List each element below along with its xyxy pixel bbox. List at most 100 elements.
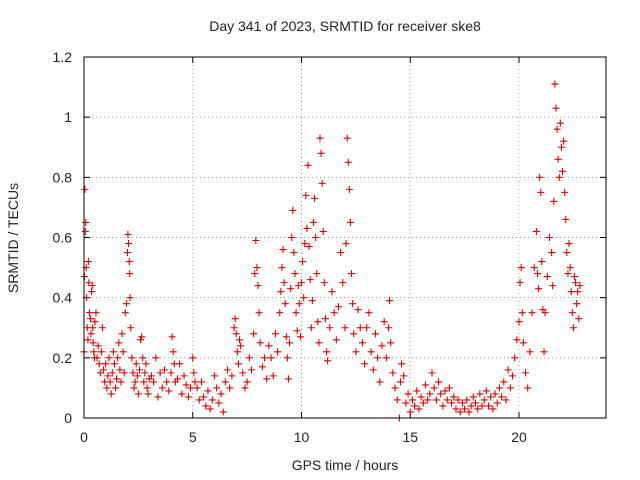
data-point	[89, 339, 97, 347]
data-point	[550, 197, 558, 205]
data-point	[532, 227, 540, 235]
data-point	[365, 309, 373, 317]
data-point	[213, 384, 221, 392]
data-point	[361, 360, 369, 368]
data-point	[84, 258, 92, 266]
data-point	[180, 372, 188, 380]
chart-title: Day 341 of 2023, SRMTID for receiver ske…	[209, 18, 481, 34]
data-point	[156, 369, 164, 377]
data-point	[506, 384, 514, 392]
data-point	[88, 288, 96, 296]
data-point	[253, 264, 261, 272]
data-point	[522, 369, 530, 377]
data-point	[382, 354, 390, 362]
data-point	[402, 399, 410, 407]
data-point	[316, 134, 324, 142]
data-point	[286, 339, 294, 347]
data-point	[184, 393, 192, 401]
data-point	[104, 372, 112, 380]
data-point	[323, 348, 331, 356]
data-point	[200, 393, 208, 401]
data-point	[565, 240, 573, 248]
data-point	[122, 300, 130, 308]
data-point	[566, 264, 574, 272]
data-point	[474, 405, 482, 413]
data-point	[255, 309, 263, 317]
data-point	[300, 294, 308, 302]
data-point	[302, 191, 310, 199]
x-axis-label: GPS time / hours	[292, 457, 399, 473]
data-point	[219, 408, 227, 416]
data-point	[217, 390, 225, 398]
data-point	[376, 378, 384, 386]
data-point	[304, 161, 312, 169]
data-point	[232, 330, 240, 338]
data-point	[575, 315, 583, 323]
data-point	[404, 390, 412, 398]
data-point	[562, 215, 570, 223]
data-point	[221, 378, 229, 386]
data-point	[430, 384, 438, 392]
data-point	[552, 104, 560, 112]
data-point	[307, 324, 315, 332]
data-point	[536, 173, 544, 181]
data-point	[193, 384, 201, 392]
data-point	[182, 381, 190, 389]
data-point	[81, 227, 89, 235]
x-tick-label: 0	[80, 429, 88, 445]
data-point	[352, 348, 360, 356]
data-point	[88, 282, 96, 290]
data-point	[96, 369, 104, 377]
data-point	[84, 336, 92, 344]
y-axis-ticks: 0 0.2 0.4 0.6 0.8 1 1.2	[53, 49, 606, 426]
data-point	[476, 390, 484, 398]
data-point	[274, 348, 282, 356]
data-point	[160, 366, 168, 374]
data-point	[443, 396, 451, 404]
data-point	[389, 369, 397, 377]
data-point	[557, 143, 565, 151]
data-point	[82, 218, 90, 226]
data-point	[437, 390, 445, 398]
data-point	[563, 249, 571, 257]
data-point	[515, 318, 523, 326]
data-point	[482, 387, 490, 395]
data-point	[94, 342, 102, 350]
y-tick-label: 0.4	[53, 290, 73, 306]
data-point	[150, 378, 158, 386]
data-point	[152, 354, 160, 362]
data-point	[303, 224, 311, 232]
data-point	[125, 240, 133, 248]
data-point	[540, 348, 548, 356]
data-point	[81, 185, 89, 193]
data-point	[551, 80, 559, 88]
data-point	[332, 336, 340, 344]
data-point	[116, 366, 124, 374]
data-point	[308, 297, 316, 305]
data-point	[234, 360, 242, 368]
data-point	[252, 237, 260, 245]
data-point	[458, 399, 466, 407]
data-point	[178, 390, 186, 398]
data-point	[350, 330, 358, 338]
data-point	[279, 246, 287, 254]
data-point	[124, 249, 131, 257]
data-point	[106, 378, 114, 386]
data-point	[306, 276, 314, 284]
data-point	[100, 366, 108, 374]
data-point	[258, 363, 266, 371]
data-point	[454, 396, 462, 404]
data-point	[165, 387, 173, 395]
data-point	[278, 264, 286, 272]
data-point	[231, 315, 239, 323]
data-point	[284, 375, 292, 383]
data-point	[341, 324, 349, 332]
data-point	[561, 188, 569, 196]
data-point	[374, 354, 382, 362]
data-point	[576, 282, 584, 290]
data-point	[309, 218, 317, 226]
data-point	[236, 336, 244, 344]
data-point	[110, 360, 118, 368]
data-point	[93, 354, 101, 362]
